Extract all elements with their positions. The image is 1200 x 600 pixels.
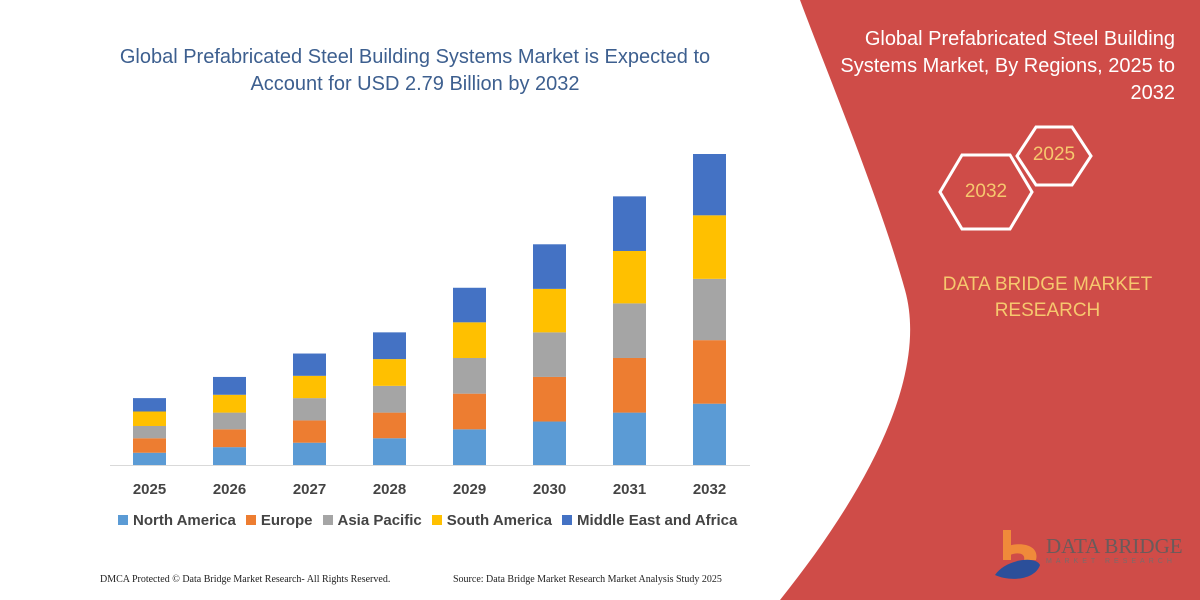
bar-segment-2029-asia-pacific xyxy=(453,357,486,394)
legend-item: Asia Pacific xyxy=(322,512,422,529)
bar-segment-2031-north-america xyxy=(613,412,646,465)
bar-segment-2026-north-america xyxy=(213,447,246,465)
bar-segment-2025-north-america xyxy=(133,452,166,465)
bar-segment-2030-europe xyxy=(533,376,566,422)
legend-label: Europe xyxy=(260,512,313,529)
legend-swatch xyxy=(562,515,573,525)
logo-subtext: MARKET RESEARCH xyxy=(1046,558,1176,565)
legend-label: Middle East and Africa xyxy=(577,512,738,529)
legend-swatch xyxy=(245,515,256,525)
bar-segment-2028-middle-east-and-africa xyxy=(373,332,406,360)
bar-segment-2032-middle-east-and-africa xyxy=(693,154,726,216)
bar-segment-2025-middle-east-and-africa xyxy=(133,398,166,412)
bar-segment-2026-middle-east-and-africa xyxy=(213,376,246,395)
legend-item: South America xyxy=(431,512,553,529)
legend-label: South America xyxy=(446,512,553,529)
bar-segment-2028-asia-pacific xyxy=(373,385,406,413)
x-tick-label: 2032 xyxy=(693,481,726,498)
legend-label: Asia Pacific xyxy=(337,512,422,529)
hex-label-2025: 2025 xyxy=(1032,144,1076,165)
x-tick-label: 2026 xyxy=(213,481,246,498)
legend-item: Europe xyxy=(245,512,313,529)
bar-segment-2030-middle-east-and-africa xyxy=(533,244,566,289)
bar-segment-2029-north-america xyxy=(453,429,486,465)
bar-segment-2025-asia-pacific xyxy=(133,425,166,439)
bar-segment-2028-europe xyxy=(373,412,406,439)
x-tick-label: 2028 xyxy=(373,481,406,498)
bar-segment-2032-north-america xyxy=(693,403,726,465)
bar-segment-2026-asia-pacific xyxy=(213,412,246,430)
side-panel-title: Global Prefabricated Steel Building Syst… xyxy=(840,28,1175,104)
legend-label: North America xyxy=(133,512,236,529)
bar-segment-2028-south-america xyxy=(373,359,406,386)
legend: North America Europe Asia Pacific South Ame… xyxy=(118,512,737,529)
x-tick-label: 2031 xyxy=(613,481,646,498)
bar-segment-2029-middle-east-and-africa xyxy=(453,287,486,323)
x-tick-label: 2027 xyxy=(293,481,326,498)
brand-text: DATA BRIDGE MARKET RESEARCH xyxy=(942,274,1153,321)
bar-segment-2031-asia-pacific xyxy=(613,303,646,358)
bar-segment-2032-south-america xyxy=(693,215,726,279)
bar-segment-2030-south-america xyxy=(533,288,566,333)
footer-source: Source: Data Bridge Market Research Mark… xyxy=(453,574,722,585)
bar-segment-2029-south-america xyxy=(453,322,486,358)
bar-segment-2031-south-america xyxy=(613,250,646,304)
hex-2032-outline xyxy=(938,153,1034,231)
bar-segment-2027-middle-east-and-africa xyxy=(293,353,326,376)
bar-segment-2026-europe xyxy=(213,429,246,448)
bar-segment-2030-north-america xyxy=(533,421,566,465)
bar-segment-2027-north-america xyxy=(293,442,326,465)
bar-segment-2029-europe xyxy=(453,393,486,430)
bar-segment-2025-europe xyxy=(133,438,166,453)
logo-icon xyxy=(995,530,1040,579)
bar-segment-2027-europe xyxy=(293,420,326,443)
bar-segment-2027-asia-pacific xyxy=(293,398,326,421)
bar-segment-2028-north-america xyxy=(373,438,406,465)
bar-segment-2032-asia-pacific xyxy=(693,278,726,341)
chart-title: Global Prefabricated Steel Building Syst… xyxy=(119,46,711,95)
bar-segment-2030-asia-pacific xyxy=(533,332,566,377)
stacked-bar-chart: 2025 2026 2027 2028 2029 2030 2031 2032 xyxy=(110,154,750,498)
hex-2025-outline xyxy=(1015,125,1093,187)
bar-segment-2026-south-america xyxy=(213,394,246,413)
footer-copyright: DMCA Protected © Data Bridge Market Rese… xyxy=(100,574,391,585)
legend-swatch xyxy=(118,515,128,525)
x-tick-label: 2025 xyxy=(133,481,166,498)
legend-swatch xyxy=(431,515,442,525)
legend-item: North America xyxy=(118,512,236,529)
bar-segment-2031-middle-east-and-africa xyxy=(613,196,646,251)
x-tick-label: 2030 xyxy=(533,481,566,498)
bar-segment-2032-europe xyxy=(693,340,726,404)
logo-text: DATA BRIDGE xyxy=(1046,534,1183,558)
legend-swatch xyxy=(322,515,333,525)
bar-segment-2027-south-america xyxy=(293,375,326,399)
hex-label-2032: 2032 xyxy=(964,181,1008,202)
x-tick-label: 2029 xyxy=(453,481,486,498)
bar-segment-2031-europe xyxy=(613,357,646,413)
bar-segment-2025-south-america xyxy=(133,411,166,426)
legend-item: Middle East and Africa xyxy=(562,512,737,529)
